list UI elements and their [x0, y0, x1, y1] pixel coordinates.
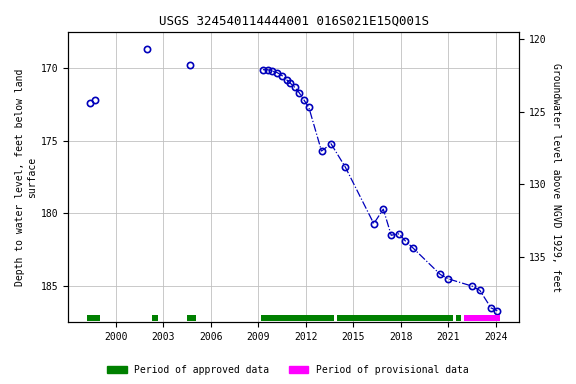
Bar	[456, 315, 461, 321]
Bar	[152, 315, 158, 321]
Title: USGS 324540114444001 016S021E15Q001S: USGS 324540114444001 016S021E15Q001S	[159, 15, 429, 28]
Bar	[187, 315, 196, 321]
Bar	[338, 315, 453, 321]
Y-axis label: Groundwater level above NGVD 1929, feet: Groundwater level above NGVD 1929, feet	[551, 63, 561, 292]
Bar	[464, 315, 501, 321]
Bar	[262, 315, 334, 321]
Legend: Period of approved data, Period of provisional data: Period of approved data, Period of provi…	[103, 361, 473, 379]
Bar	[87, 315, 100, 321]
Y-axis label: Depth to water level, feet below land
surface: Depth to water level, feet below land su…	[15, 68, 37, 286]
